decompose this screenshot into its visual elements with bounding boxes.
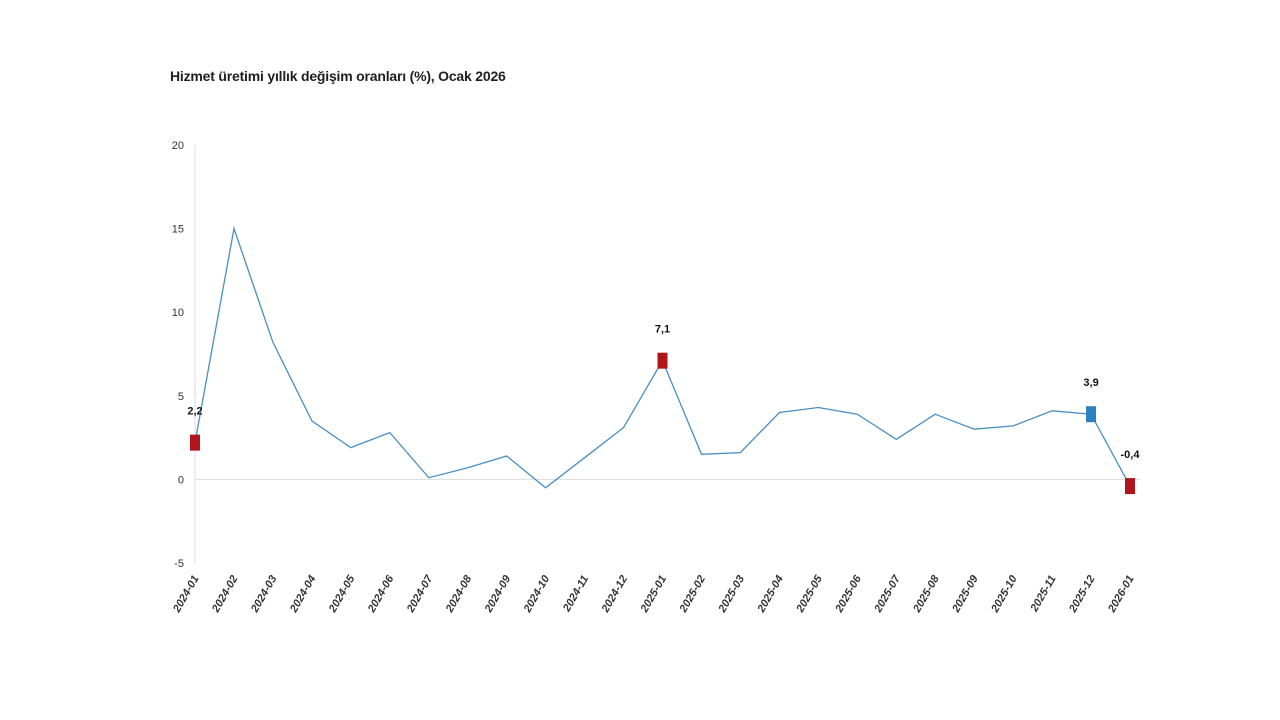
x-tick-label: 2025-08 [911,573,943,616]
data-marker [1086,406,1097,423]
x-tick-label: 2024-04 [287,574,318,616]
y-tick-label: 10 [172,307,184,319]
x-tick-label: 2024-03 [248,574,279,616]
chart-title: Hizmet üretimi yıllık değişim oranları (… [170,68,506,84]
x-tick-label: 2025-05 [794,573,826,616]
x-tick-label: 2024-05 [326,573,358,616]
x-tick-label: 2026-01 [1106,574,1137,616]
y-tick-label: 15 [172,224,184,236]
x-tick-label: 2025-03 [716,574,747,616]
data-label: 3,9 [1083,377,1098,389]
y-tick-label: 5 [178,391,184,403]
x-tick-label: 2024-09 [482,573,514,616]
x-tick-label: 2025-11 [1028,574,1059,615]
x-tick-label: 2024-02 [209,574,240,616]
x-tick-label: 2025-01 [638,574,669,616]
x-tick-label: 2024-07 [404,573,436,616]
x-tick-label: 2025-10 [989,573,1021,616]
x-tick-label: 2025-02 [677,574,708,616]
x-tick-label: 2025-09 [950,573,982,616]
x-tick-label: 2024-11 [561,574,592,615]
data-marker [190,434,200,451]
x-tick-label: 2025-06 [833,573,865,616]
data-marker [657,352,668,369]
y-tick-label: 0 [178,474,184,486]
x-tick-label: 2025-07 [872,573,904,616]
x-tick-label: 2025-04 [755,574,786,616]
data-label: 7,1 [655,324,670,336]
y-tick-label: -5 [174,558,184,570]
y-tick-label: 20 [172,140,184,152]
x-tick-label: 2024-12 [599,574,630,616]
data-marker [1125,478,1135,495]
x-tick-label: 2024-01 [171,574,202,616]
data-label: 2,2 [187,406,202,418]
data-label: -0,4 [1121,449,1141,461]
x-tick-label: 2024-08 [443,573,475,616]
x-tick-label: 2024-06 [365,573,397,616]
x-tick-label: 2025-12 [1067,574,1098,616]
x-tick-label: 2024-10 [521,573,553,616]
